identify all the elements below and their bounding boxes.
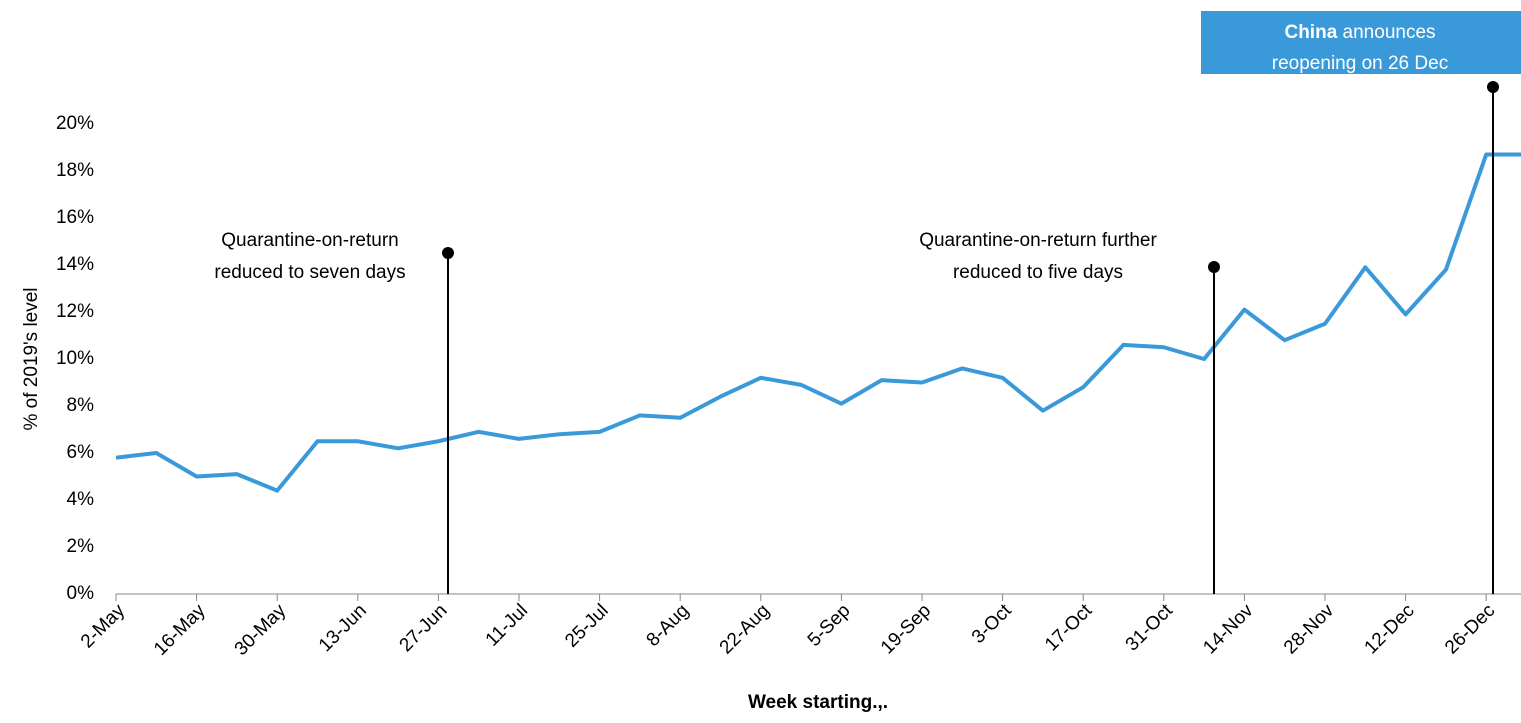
x-tick-label: 13-Jun [315, 600, 371, 656]
y-tick-label: 12% [56, 301, 94, 322]
x-axis-label: Week starting.,. [748, 692, 888, 713]
y-tick-label: 18% [56, 160, 94, 181]
x-tick-label: 22-Aug [716, 600, 774, 658]
x-tick-label: 16-May [150, 600, 210, 660]
x-tick-label: 30-May [231, 600, 291, 660]
annotation-dot [1487, 81, 1499, 93]
x-tick-label: 28-Nov [1280, 600, 1339, 659]
x-tick-label: 11-Jul [482, 600, 532, 650]
y-tick-label: 8% [67, 395, 95, 416]
x-tick-label: 5-Sep [804, 600, 855, 651]
x-tick-label: 17-Oct [1041, 600, 1097, 656]
y-axis-label: % of 2019's level [21, 287, 42, 430]
annotation-text: China announces [1284, 22, 1435, 43]
y-tick-label: 16% [56, 207, 94, 228]
x-tick-label: 31-Oct [1122, 600, 1178, 656]
annotation-text: Quarantine-on-return [221, 230, 398, 251]
series-line [115, 152, 1521, 493]
y-tick-label: 2% [67, 536, 95, 557]
annotation-text-part: announces [1343, 22, 1436, 43]
annotation-dot [1208, 261, 1220, 273]
annotation-text: reduced to seven days [214, 262, 405, 283]
x-tick-label: 19-Sep [877, 600, 935, 658]
x-tick-label: 12-Dec [1361, 600, 1419, 658]
y-tick-label: 4% [67, 489, 95, 510]
annotation-text: reopening on 26 Dec [1272, 53, 1448, 74]
y-tick-label: 0% [67, 583, 95, 604]
y-tick-label: 14% [56, 254, 94, 275]
y-tick-label: 6% [67, 442, 95, 463]
annotation-text: reduced to five days [953, 262, 1123, 283]
x-tick-label: 2-May [77, 600, 130, 653]
x-tick-label: 27-Jun [396, 600, 452, 656]
annotation-text: Quarantine-on-return further [919, 230, 1157, 251]
x-tick-label: 3-Oct [968, 600, 1016, 648]
annotation-box [1201, 11, 1521, 74]
x-tick-label: 8-Aug [643, 600, 694, 651]
x-tick-label: 25-Jul [561, 600, 612, 651]
annotation-dot [442, 247, 454, 259]
y-tick-label: 10% [56, 348, 94, 369]
x-tick-label: 14-Nov [1199, 600, 1258, 659]
x-tick-label: 26-Dec [1441, 600, 1499, 658]
annotation-bold: China [1284, 22, 1337, 43]
y-tick-label: 20% [56, 113, 94, 134]
